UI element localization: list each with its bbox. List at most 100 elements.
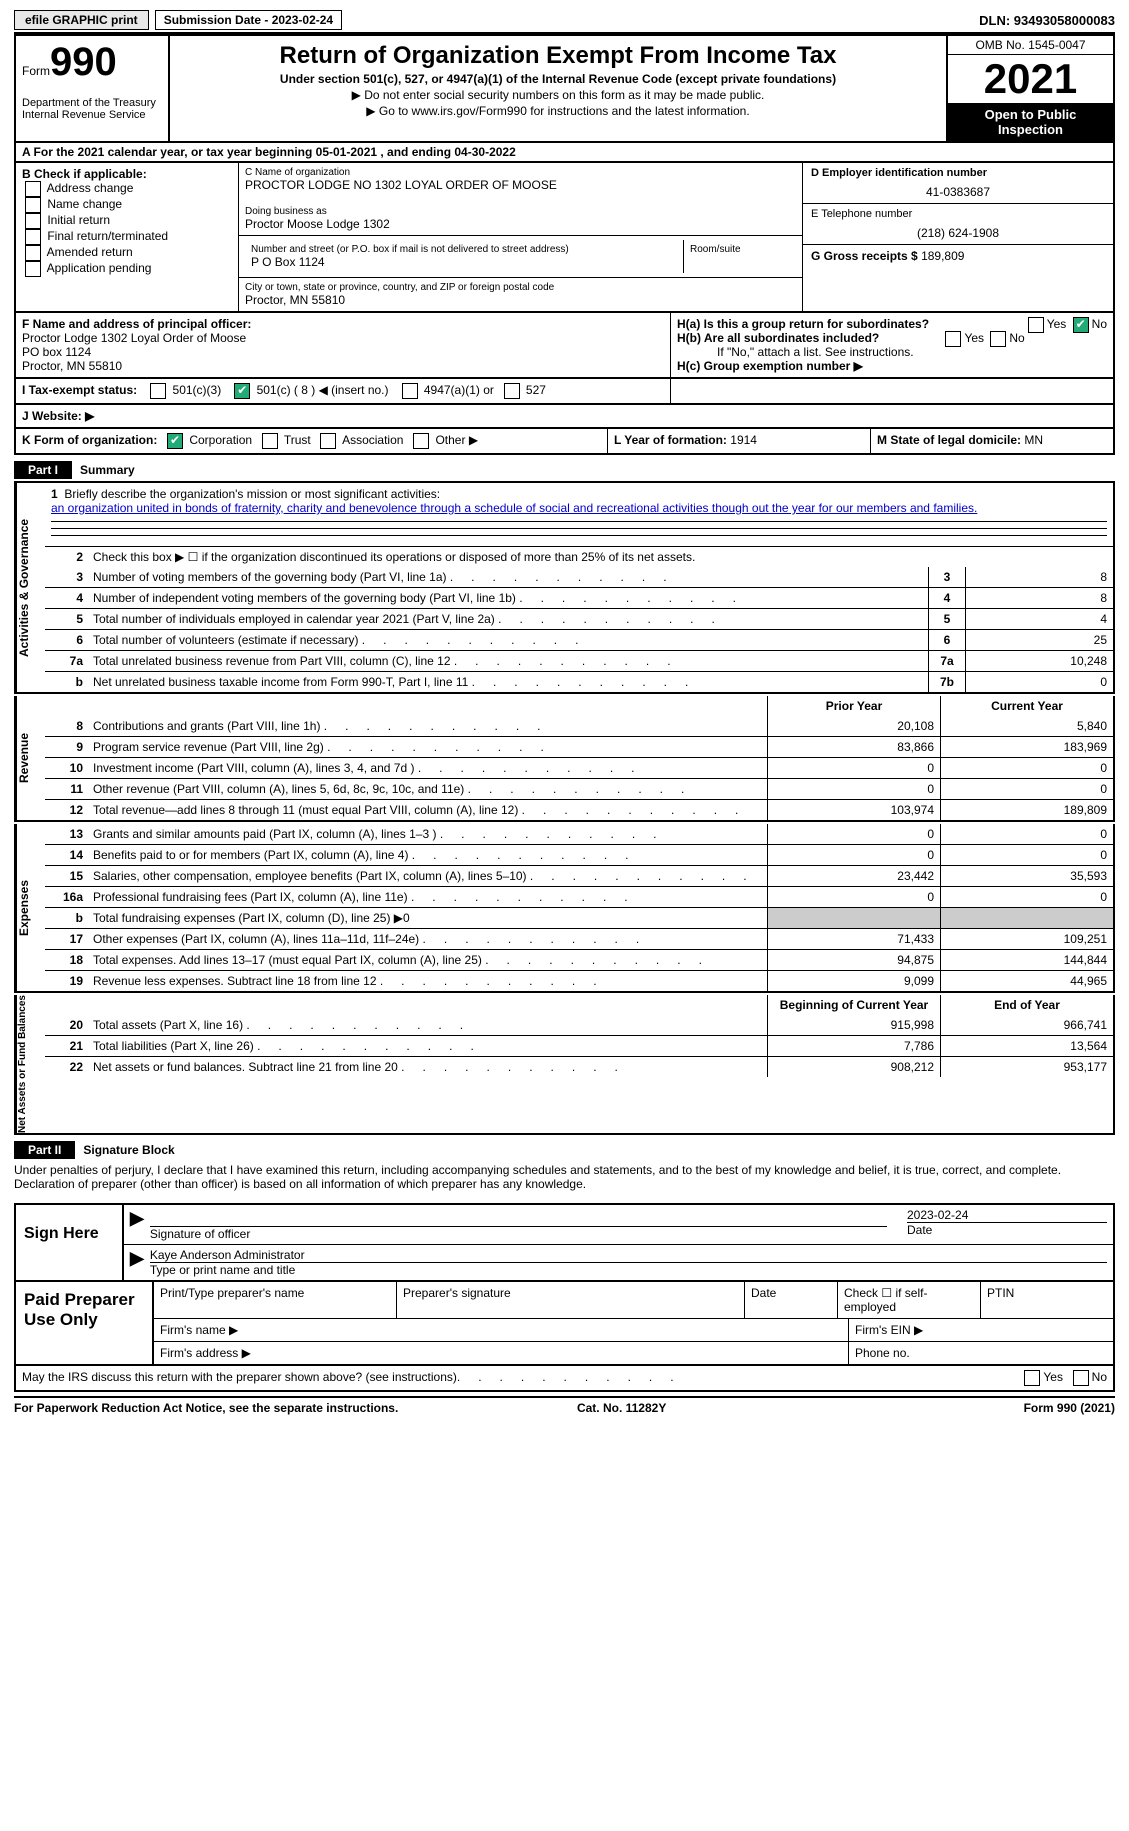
declaration: Under penalties of perjury, I declare th… [14, 1159, 1115, 1195]
line1-label: Briefly describe the organization's miss… [64, 487, 440, 501]
line-num: 16a [45, 887, 89, 907]
line-text: Total liabilities (Part X, line 26) [89, 1036, 767, 1056]
prior-year-value [767, 908, 940, 928]
line-num: 19 [45, 971, 89, 991]
line-text: Revenue less expenses. Subtract line 18 … [89, 971, 767, 991]
current-year-value: 44,965 [940, 971, 1113, 991]
dept-treasury: Department of the Treasury Internal Reve… [22, 97, 162, 121]
line-value: 4 [965, 609, 1113, 629]
box-h: H(a) Is this a group return for subordin… [671, 313, 1113, 377]
line-text: Other expenses (Part IX, column (A), lin… [89, 929, 767, 949]
line-num: 11 [45, 779, 89, 799]
part2-bar: Part II [14, 1141, 75, 1159]
part1-bar: Part I [14, 461, 72, 479]
note-link: ▶ Go to www.irs.gov/Form990 for instruct… [178, 104, 938, 118]
line-num: 13 [45, 824, 89, 844]
line-text: Grants and similar amounts paid (Part IX… [89, 824, 767, 844]
line-box: 3 [928, 567, 965, 587]
line-value: 0 [965, 672, 1113, 692]
prior-year-value: 0 [767, 845, 940, 865]
current-year-value: 189,809 [940, 800, 1113, 820]
line-text: Total number of individuals employed in … [89, 609, 928, 629]
line2-text: Check this box ▶ ☐ if the organization d… [89, 547, 1113, 567]
label-dba: Doing business as [245, 206, 796, 217]
form-number: 990 [50, 40, 117, 85]
line-text: Total revenue—add lines 8 through 11 (mu… [89, 800, 767, 820]
mission-text: an organization united in bonds of frate… [51, 501, 977, 515]
line-num: 9 [45, 737, 89, 757]
line-num: 18 [45, 950, 89, 970]
line-text: Number of voting members of the governin… [89, 567, 928, 587]
line-text: Contributions and grants (Part VIII, lin… [89, 716, 767, 736]
phone: (218) 624-1908 [811, 226, 1105, 240]
prior-year-value: 7,786 [767, 1036, 940, 1056]
footer-notice: For Paperwork Reduction Act Notice, see … [14, 1401, 398, 1415]
paid-preparer-label: Paid Preparer Use Only [16, 1282, 154, 1364]
line-num: 7a [45, 651, 89, 671]
prior-year-value: 0 [767, 779, 940, 799]
line-num: b [45, 908, 89, 928]
prior-year-value: 0 [767, 887, 940, 907]
sign-here-label: Sign Here [16, 1205, 124, 1280]
prep-self-emp: Check ☐ if self-employed [838, 1282, 981, 1318]
prep-name-label: Print/Type preparer's name [154, 1282, 397, 1318]
prior-year-value: 9,099 [767, 971, 940, 991]
box-f: F Name and address of principal officer:… [16, 313, 671, 377]
firm-ein-label: Firm's EIN ▶ [849, 1319, 1113, 1341]
current-year-value: 966,741 [940, 1015, 1113, 1035]
current-year-value: 0 [940, 845, 1113, 865]
sig-name-label: Type or print name and title [150, 1263, 295, 1277]
label-org-name: C Name of organization [245, 167, 796, 178]
firm-phone-label: Phone no. [849, 1342, 1113, 1364]
line-value: 8 [965, 588, 1113, 608]
open-inspection: Open to Public Inspection [948, 103, 1113, 141]
prior-year-value: 908,212 [767, 1057, 940, 1077]
line-num: 5 [45, 609, 89, 629]
label-phone: E Telephone number [811, 208, 1105, 220]
line-text: Number of independent voting members of … [89, 588, 928, 608]
prep-ptin-label: PTIN [981, 1282, 1113, 1318]
prep-date-label: Date [745, 1282, 838, 1318]
omb-number: OMB No. 1545-0047 [948, 36, 1113, 55]
current-year-value: 35,593 [940, 866, 1113, 886]
form-subtitle: Under section 501(c), 527, or 4947(a)(1)… [178, 72, 938, 86]
part1-title: Summary [80, 463, 135, 477]
prior-year-value: 94,875 [767, 950, 940, 970]
col-beginning-year: Beginning of Current Year [767, 995, 940, 1015]
line-box: 4 [928, 588, 965, 608]
line-num: 10 [45, 758, 89, 778]
footer-cat: Cat. No. 11282Y [577, 1401, 666, 1415]
city: Proctor, MN 55810 [245, 293, 796, 307]
prior-year-value: 83,866 [767, 737, 940, 757]
current-year-value: 5,840 [940, 716, 1113, 736]
org-name: PROCTOR LODGE NO 1302 LOYAL ORDER OF MOO… [245, 178, 796, 192]
line-num: 3 [45, 567, 89, 587]
col-current-year: Current Year [940, 696, 1113, 716]
line-value: 10,248 [965, 651, 1113, 671]
note-ssn: ▶ Do not enter social security numbers o… [178, 88, 938, 102]
line-text: Net assets or fund balances. Subtract li… [89, 1057, 767, 1077]
current-year-value: 109,251 [940, 929, 1113, 949]
line-text: Other revenue (Part VIII, column (A), li… [89, 779, 767, 799]
line-text: Net unrelated business taxable income fr… [89, 672, 928, 692]
tab-expenses: Expenses [16, 824, 45, 991]
label-street: Number and street (or P.O. box if mail i… [251, 244, 677, 255]
current-year-value: 0 [940, 887, 1113, 907]
ein: 41-0383687 [811, 185, 1105, 199]
line-box: 5 [928, 609, 965, 629]
arrow-icon: ▶ [130, 1208, 144, 1241]
efile-print-button[interactable]: efile GRAPHIC print [14, 10, 149, 30]
line-num: 8 [45, 716, 89, 736]
line-value: 8 [965, 567, 1113, 587]
form-word: Form [22, 64, 50, 78]
current-year-value [940, 908, 1113, 928]
current-year-value: 0 [940, 779, 1113, 799]
label-city: City or town, state or province, country… [245, 282, 796, 293]
prior-year-value: 71,433 [767, 929, 940, 949]
line-num: 6 [45, 630, 89, 650]
current-year-value: 13,564 [940, 1036, 1113, 1056]
line-k: K Form of organization: ✔ Corporation Tr… [16, 429, 608, 453]
firm-address-label: Firm's address ▶ [154, 1342, 849, 1364]
form-title: Return of Organization Exempt From Incom… [178, 42, 938, 70]
line-text: Total expenses. Add lines 13–17 (must eq… [89, 950, 767, 970]
